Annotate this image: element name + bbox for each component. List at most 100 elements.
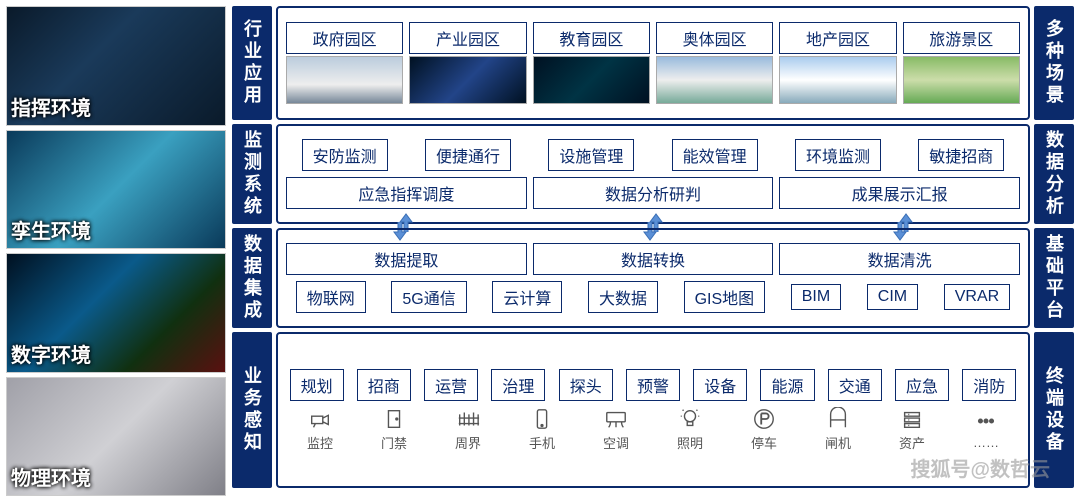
env-card: 孪生环境 bbox=[6, 130, 226, 250]
sense-icon-label: 照明 bbox=[677, 433, 703, 452]
chip: 5G通信 bbox=[391, 281, 466, 313]
sense-row-1: 规划招商运营治理探头预警设备能源交通应急消防 bbox=[286, 369, 1020, 401]
app-card: 教育园区 bbox=[533, 22, 650, 104]
env-card: 物理环境 bbox=[6, 377, 226, 497]
chip: 规划 bbox=[290, 369, 344, 401]
chip: 探头 bbox=[559, 369, 613, 401]
chip: 能源 bbox=[760, 369, 814, 401]
sense-icon-label: 周界 bbox=[455, 433, 481, 452]
chip: 便捷通行 bbox=[425, 139, 511, 171]
chip: GIS地图 bbox=[684, 281, 766, 313]
integrate-row-2: 物联网5G通信云计算大数据GIS地图BIMCIMVRAR bbox=[286, 281, 1020, 313]
app-card: 政府园区 bbox=[286, 22, 403, 104]
chip: 成果展示汇报 bbox=[779, 177, 1020, 209]
app-label: 旅游景区 bbox=[903, 22, 1020, 54]
app-label: 政府园区 bbox=[286, 22, 403, 54]
main-content: 行业应用监测系统数据集成业务感知 政府园区产业园区教育园区奥体园区地产园区旅游景… bbox=[232, 6, 1074, 496]
section-apps: 政府园区产业园区教育园区奥体园区地产园区旅游景区 bbox=[276, 6, 1030, 120]
sections-container: 政府园区产业园区教育园区奥体园区地产园区旅游景区 安防监测 便捷通行 设施管理 能效管… bbox=[276, 6, 1030, 496]
park-icon bbox=[750, 407, 778, 431]
section-monitor: 安防监测 便捷通行 设施管理 能效管理 环境监测 敏捷招商 应急指挥调度数据分析研判成果展… bbox=[276, 124, 1030, 224]
sense-icon-label: 门禁 bbox=[381, 433, 407, 452]
sense-icon-phone: 手机 bbox=[508, 407, 576, 452]
chip: 敏捷招商 bbox=[918, 139, 1004, 171]
sense-icon-label: 手机 bbox=[529, 433, 555, 452]
chip: 设施管理 bbox=[548, 139, 634, 171]
chip: 数据分析研判 bbox=[533, 177, 774, 209]
sense-icon-label: …… bbox=[973, 435, 999, 450]
monitor-row-2: 应急指挥调度数据分析研判成果展示汇报 bbox=[286, 177, 1020, 209]
chip: BIM bbox=[791, 284, 841, 310]
chip: 环境监测 bbox=[795, 139, 881, 171]
sense-icon-fence: 周界 bbox=[434, 407, 502, 452]
apps-row: 政府园区产业园区教育园区奥体园区地产园区旅游景区 bbox=[286, 22, 1020, 104]
chip: 云计算 bbox=[492, 281, 562, 313]
app-card: 旅游景区 bbox=[903, 22, 1020, 104]
architecture-diagram: 指挥环境孪生环境数字环境物理环境 行业应用监测系统数据集成业务感知 政府园区产业… bbox=[0, 0, 1080, 502]
left-environments: 指挥环境孪生环境数字环境物理环境 bbox=[6, 6, 226, 496]
chip: 数据清洗 bbox=[779, 243, 1020, 275]
chip: 设备 bbox=[693, 369, 747, 401]
chip: VRAR bbox=[944, 284, 1010, 310]
env-label: 孪生环境 bbox=[11, 215, 91, 244]
app-thumb bbox=[779, 56, 896, 104]
sense-icons-row: 监控 门禁 周界 手机 空调 照明 停车 闸机 资产 …… bbox=[286, 407, 1020, 452]
sense-icon-label: 空调 bbox=[603, 433, 629, 452]
section-vlabel: 数据集成 bbox=[232, 228, 272, 328]
app-card: 地产园区 bbox=[779, 22, 896, 104]
chip: 安防监测 bbox=[302, 139, 388, 171]
env-label: 物理环境 bbox=[11, 462, 91, 491]
app-card: 奥体园区 bbox=[656, 22, 773, 104]
asset-icon bbox=[898, 407, 926, 431]
sense-icon-label: 监控 bbox=[307, 433, 333, 452]
section-vlabel: 多种场景 bbox=[1034, 6, 1074, 120]
sense-icon-gate: 闸机 bbox=[804, 407, 872, 452]
env-label: 指挥环境 bbox=[11, 92, 91, 121]
chip: 应急 bbox=[895, 369, 949, 401]
fence-icon bbox=[454, 407, 482, 431]
env-card: 指挥环境 bbox=[6, 6, 226, 126]
app-thumb bbox=[409, 56, 526, 104]
sense-icon-label: 闸机 bbox=[825, 433, 851, 452]
sense-icon-park: 停车 bbox=[730, 407, 798, 452]
chip: 数据转换 bbox=[533, 243, 774, 275]
chip: 治理 bbox=[491, 369, 545, 401]
chip: 能效管理 bbox=[672, 139, 758, 171]
sense-icon-ac: 空调 bbox=[582, 407, 650, 452]
app-label: 产业园区 bbox=[409, 22, 526, 54]
env-label: 数字环境 bbox=[11, 339, 91, 368]
gate-icon bbox=[824, 407, 852, 431]
chip: CIM bbox=[867, 284, 918, 310]
dots-icon bbox=[972, 409, 1000, 433]
chip: 交通 bbox=[828, 369, 882, 401]
sense-icon-label: 停车 bbox=[751, 433, 777, 452]
monitor-row-1: 安防监测 便捷通行 设施管理 能效管理 环境监测 敏捷招商 bbox=[286, 139, 1020, 171]
app-card: 产业园区 bbox=[409, 22, 526, 104]
chip: 预警 bbox=[626, 369, 680, 401]
sense-icon-dots: …… bbox=[952, 409, 1020, 450]
section-sense: 规划招商运营治理探头预警设备能源交通应急消防 监控 门禁 周界 手机 空调 照明 停车 闸机 资… bbox=[276, 332, 1030, 488]
sense-icon-door: 门禁 bbox=[360, 407, 428, 452]
app-label: 教育园区 bbox=[533, 22, 650, 54]
section-vlabel: 基础平台 bbox=[1034, 228, 1074, 328]
app-thumb bbox=[286, 56, 403, 104]
env-card: 数字环境 bbox=[6, 253, 226, 373]
section-vlabel: 终端设备 bbox=[1034, 332, 1074, 488]
right-section-labels: 多种场景数据分析基础平台终端设备 bbox=[1034, 6, 1074, 496]
section-vlabel: 行业应用 bbox=[232, 6, 272, 120]
chip: 应急指挥调度 bbox=[286, 177, 527, 209]
chip: 物联网 bbox=[296, 281, 366, 313]
section-vlabel: 数据分析 bbox=[1034, 124, 1074, 224]
integrate-row-1: 数据提取数据转换数据清洗 bbox=[286, 243, 1020, 275]
light-icon bbox=[676, 407, 704, 431]
section-vlabel: 业务感知 bbox=[232, 332, 272, 488]
phone-icon bbox=[528, 407, 556, 431]
section-integrate: 数据提取数据转换数据清洗 物联网5G通信云计算大数据GIS地图BIMCIMVRA… bbox=[276, 228, 1030, 328]
app-thumb bbox=[656, 56, 773, 104]
chip: 消防 bbox=[962, 369, 1016, 401]
sense-icon-label: 资产 bbox=[899, 433, 925, 452]
app-thumb bbox=[533, 56, 650, 104]
app-label: 地产园区 bbox=[779, 22, 896, 54]
sense-icon-asset: 资产 bbox=[878, 407, 946, 452]
app-label: 奥体园区 bbox=[656, 22, 773, 54]
